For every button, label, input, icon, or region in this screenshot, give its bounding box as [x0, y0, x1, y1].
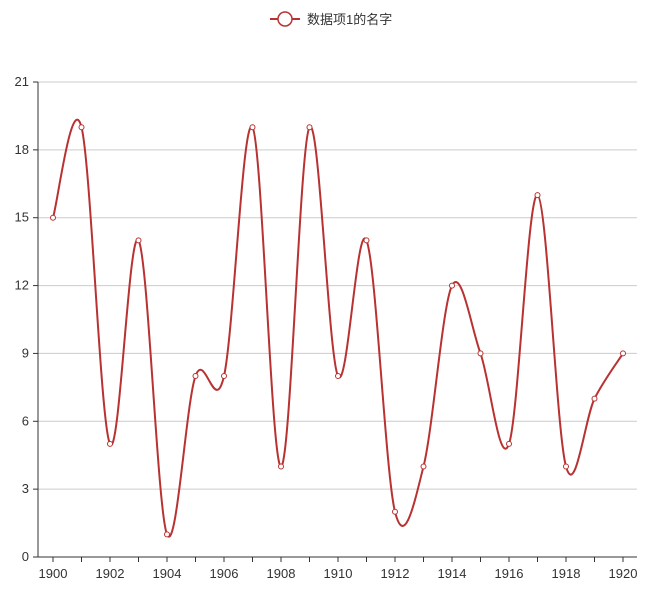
x-tick-label: 1914 [438, 566, 467, 581]
x-tick-label: 1918 [552, 566, 581, 581]
y-tick-label: 9 [22, 345, 29, 360]
x-tick-label: 1920 [609, 566, 638, 581]
data-point[interactable] [78, 124, 85, 131]
data-point[interactable] [534, 192, 541, 199]
legend[interactable]: 数据项1的名字 [270, 11, 392, 27]
x-tick-label: 1916 [495, 566, 524, 581]
data-point[interactable] [335, 373, 341, 380]
grid-lines [38, 81, 637, 490]
legend-label: 数据项1的名字 [307, 12, 392, 27]
series-line-path [52, 118, 624, 538]
x-tick-label: 1906 [210, 566, 239, 581]
x-axis-tick-labels: 1900 1902 1904 1906 1908 1910 1912 1914 1916 1918… [39, 566, 638, 581]
y-axis-tick-labels: 0 3 6 9 12 15 18 21 [15, 74, 29, 564]
data-point[interactable] [135, 237, 142, 244]
data-point[interactable] [164, 531, 170, 538]
data-point[interactable] [420, 463, 427, 470]
data-point[interactable] [620, 350, 626, 357]
x-tick-label: 1904 [153, 566, 182, 581]
y-tick-label: 18 [15, 142, 29, 157]
data-point[interactable] [221, 373, 227, 380]
data-point[interactable] [363, 237, 370, 244]
x-tick-label: 1910 [324, 566, 353, 581]
y-tick-label: 6 [22, 413, 29, 428]
data-point[interactable] [249, 124, 256, 131]
data-point[interactable] [392, 508, 398, 515]
data-point[interactable] [563, 463, 569, 470]
data-point[interactable] [306, 124, 313, 131]
data-point[interactable] [449, 282, 455, 289]
data-points [50, 124, 626, 538]
data-point[interactable] [591, 395, 598, 402]
data-point[interactable] [107, 440, 113, 447]
data-point[interactable] [477, 350, 484, 357]
y-tick-label: 3 [22, 481, 29, 496]
data-point[interactable] [506, 440, 512, 447]
y-tick-label: 12 [15, 278, 29, 293]
y-tick-label: 0 [22, 549, 29, 564]
x-tick-label: 1900 [39, 566, 68, 581]
legend-circle-icon [277, 11, 293, 27]
data-point[interactable] [192, 373, 199, 380]
data-point[interactable] [278, 463, 284, 470]
data-point[interactable] [50, 214, 56, 221]
y-tick-label: 15 [15, 210, 29, 225]
y-tick-label: 21 [15, 74, 29, 89]
x-tick-label: 1902 [96, 566, 125, 581]
x-tick-label: 1908 [267, 566, 296, 581]
x-tick-label: 1912 [381, 566, 410, 581]
axes [33, 81, 637, 562]
series-line [52, 118, 624, 538]
